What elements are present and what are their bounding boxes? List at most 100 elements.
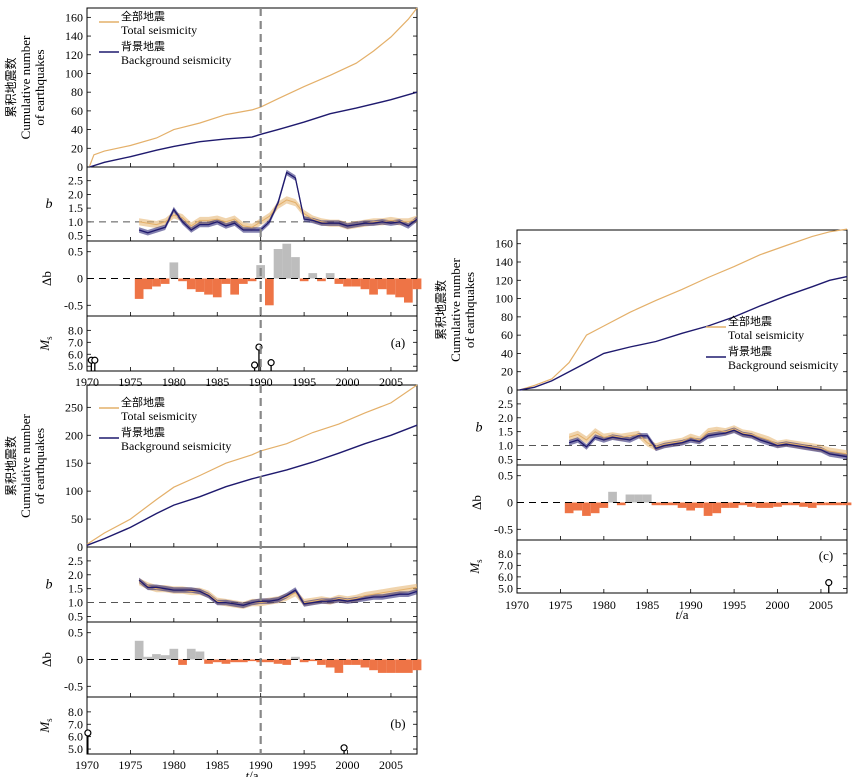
ms-ytick-label: 6.0 [68,730,83,744]
delta-b-bar [230,278,239,295]
delta-b-ylabel: Δb [39,271,54,286]
legend-label-en: Total seismicity [121,23,197,37]
delta-b-bar [799,502,808,507]
cumulative-ytick-label: 20 [501,365,513,379]
delta-b-bar [343,659,352,665]
delta-b-bar [282,243,292,279]
ms-ytick-label: 7.0 [68,335,83,349]
ms-ylabel-m: M [37,339,52,352]
cumulative-ytick-label: 150 [65,456,83,470]
panel-frame-3 [516,539,848,594]
x-tick-label: 1980 [592,598,616,612]
delta-b-bar [404,659,413,673]
legend-label-en: Total seismicity [121,409,197,423]
x-axis-label-unit: /a [679,607,689,622]
panel-label: (b) [390,716,405,731]
legend-label-en: Background seismicity [121,439,231,453]
delta-b-bar [273,249,283,279]
delta-b-bar [291,257,300,279]
delta-b-bar [247,659,257,662]
delta-b-bar [239,659,248,663]
delta-b-bar [221,659,231,664]
cumulative-ytick-label: 0 [77,540,83,554]
legend-label-en: Total seismicity [728,328,804,342]
cumulative-ytick-label: 20 [71,141,83,155]
cumulative-ytick-label: 80 [71,85,83,99]
delta-b-bar [317,278,326,282]
b-value-ytick-label: 0.5 [68,609,83,623]
cumulative-ytick-label: 120 [495,273,513,287]
b-line-total [568,428,848,455]
delta-b-bar [721,502,730,508]
delta-b-bar [573,502,583,511]
delta-b-bar [291,656,300,660]
x-tick-label: 1990 [249,758,273,772]
delta-b-bar [686,502,695,511]
b-value-ytick-label: 2.5 [68,554,83,568]
b-value-ytick-label: 2.5 [498,397,513,411]
ms-ylabel-m: M [467,562,482,575]
cumulative-ytick-label: 0 [507,383,513,397]
cumulative-ytick-label: 50 [71,512,83,526]
b-value-ytick-label: 2.0 [68,568,83,582]
delta-b-bar [143,278,153,290]
b-band-background [139,577,417,609]
x-tick-label: 1985 [205,758,229,772]
delta-b-bar [564,502,574,514]
figure-c: 1970 1975 1980 1985 1990 1995 2000 2005 t/a 0 20 40… [433,228,852,622]
delta-b-bar [369,278,378,295]
ms-ylabel-sub: s [474,559,484,563]
delta-b-bar [221,278,231,284]
delta-b-bar [834,502,843,506]
delta-b-bar [590,502,600,514]
ms-event-marker [825,579,833,587]
panel-frame-3 [86,315,418,372]
legend-label-cn: 全部地震 [121,9,165,23]
cumulative-ytick-label: 40 [71,123,83,137]
x-tick-label: 1970 [505,598,529,612]
delta-b-ytick-label: -0.5 [64,298,83,312]
delta-b-bar [386,278,396,295]
b-value-ytick-label: 1.0 [68,215,83,229]
x-tick-label: 1995 [292,375,316,389]
ms-event-marker [267,359,275,367]
delta-b-bar [308,273,318,279]
delta-b-bar [239,278,248,284]
panel-label: (a) [391,335,405,350]
cumulative-ytick-label: 140 [495,255,513,269]
x-tick-label: 1975 [548,598,572,612]
delta-b-ytick-label: 0 [77,653,83,667]
cumulative-ylabel-cn: 累积地震数 [3,436,18,496]
b-value-ytick-label: 2.5 [68,174,83,188]
ms-ytick-label: 5.0 [68,359,83,373]
cumulative-ytick-label: 0 [77,160,83,174]
cumulative-ytick-label: 160 [65,10,83,24]
delta-b-bar [377,278,387,290]
b-value-ytick-label: 1.5 [68,201,83,215]
x-tick-label: 1980 [162,375,186,389]
x-axis-label: t/a [675,607,688,622]
delta-b-ytick-label: 0.5 [68,245,83,259]
x-tick-label: 1985 [205,375,229,389]
delta-b-bar [343,278,352,287]
x-tick-label: 2005 [379,758,403,772]
ms-ytick-label: 8.0 [68,705,83,719]
delta-b-bar [212,278,222,298]
cumulative-ytick-label: 60 [501,328,513,342]
x-tick-label: 2000 [336,375,360,389]
x-tick-label: 1990 [679,598,703,612]
cumulative-ylabel-en2: of earthquakes [462,272,477,348]
cumulative-ylabel-en2: of earthquakes [32,49,47,125]
delta-b-bar [160,278,170,284]
delta-b-bar [195,278,205,292]
delta-b-bar [134,640,144,660]
x-tick-label: 2000 [766,598,790,612]
cumulative-ylabel-cn: 累积地震数 [433,280,448,340]
b-value-ytick-label: 2.0 [68,187,83,201]
delta-b-bar [360,278,370,290]
ms-ytick-label: 8.0 [498,547,513,561]
delta-b-bar [738,502,748,506]
